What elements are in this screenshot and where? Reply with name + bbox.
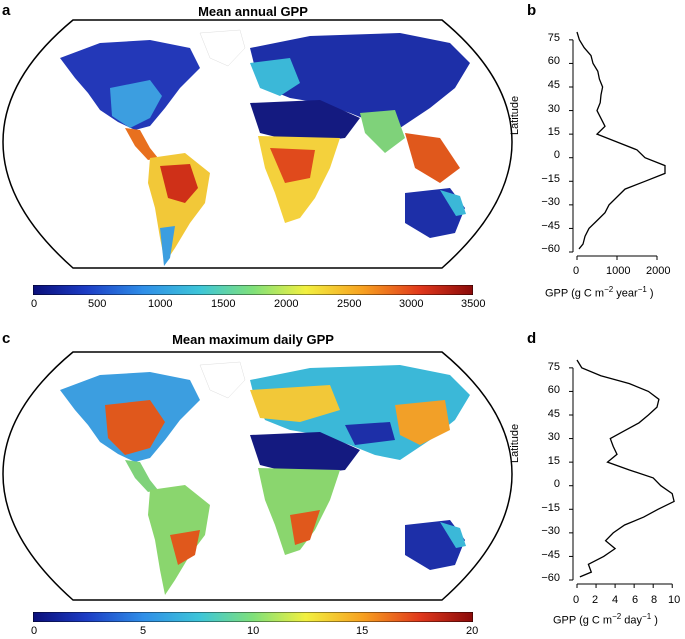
panel-d-ytick: 60 <box>547 384 560 396</box>
europe-c <box>250 385 340 422</box>
panel-d-ytick: 0 <box>553 478 560 490</box>
panel-b-ytick: −60 <box>541 243 560 255</box>
panel-d-ytick: −30 <box>541 525 560 537</box>
panel-d-xlabel: GPP (g C m−2 day−1 ) <box>553 612 658 627</box>
panel-d-xtick: 0 <box>573 594 580 606</box>
panel-b-xtick: 2000 <box>646 265 671 277</box>
australia-coast-a <box>440 190 466 216</box>
panel-b-ytick: −15 <box>541 173 560 185</box>
panel-c-title: Mean maximum daily GPP <box>172 332 334 347</box>
panel-d-series-line <box>576 359 675 578</box>
panel-b-letter: b <box>527 2 537 19</box>
panel-d-xtick: 6 <box>632 594 639 606</box>
panel-a-map <box>2 19 513 269</box>
panel-b-xlabel: GPP (g C m−2 year−1 ) <box>545 285 654 300</box>
amazon-a <box>160 164 198 203</box>
australia-coast-c <box>440 522 466 548</box>
colorbar-a-tick: 2000 <box>274 298 299 310</box>
colorbar-c-tick: 0 <box>31 625 38 637</box>
panel-d-ytick: −15 <box>541 502 560 514</box>
panel-c-map <box>2 351 513 601</box>
panel-b-ytick: 45 <box>547 79 560 91</box>
panel-a-title: Mean annual GPP <box>198 4 308 19</box>
colorbar-a-tick: 1500 <box>211 298 236 310</box>
panel-d-ylabel: Latitude <box>509 423 521 463</box>
panel-d-ytick: −60 <box>541 572 560 584</box>
east-asia-c <box>395 400 450 445</box>
greenland-a <box>199 29 246 67</box>
panel-d-xtick: 10 <box>668 594 681 606</box>
panel-a-letter: a <box>2 2 11 19</box>
south-africa-c <box>290 510 320 545</box>
colorbar-c-tick: 20 <box>466 625 479 637</box>
panel-b-ylabel: Latitude <box>509 95 521 135</box>
panel-b-ytick: 60 <box>547 55 560 67</box>
colorbar-c-tick: 15 <box>356 625 369 637</box>
panel-b-ytick: −30 <box>541 196 560 208</box>
panel-d-letter: d <box>527 330 537 347</box>
panel-b-ytick: −45 <box>541 220 560 232</box>
colorbar-a-tick: 2500 <box>337 298 362 310</box>
colorbar-a-tick: 3500 <box>461 298 486 310</box>
panel-b-series-line <box>576 31 666 250</box>
panel-d-xtick: 2 <box>592 594 599 606</box>
se-asia-a <box>405 133 460 183</box>
panel-d-ytick: 75 <box>547 361 560 373</box>
panel-b-xtick: 1000 <box>606 265 631 277</box>
central-africa-a <box>270 148 315 183</box>
colorbar-a-tick: 500 <box>88 298 107 310</box>
panel-d-xtick: 8 <box>651 594 658 606</box>
central-america-c <box>125 460 158 492</box>
colorbar-c <box>33 612 473 622</box>
panel-d-ytick: 15 <box>547 455 560 467</box>
eurasia-a <box>250 33 470 128</box>
colorbar-a-tick: 1000 <box>148 298 173 310</box>
central-america-a <box>125 128 158 160</box>
greenland-c <box>199 361 246 399</box>
colorbar-c-tick: 10 <box>247 625 260 637</box>
colorbar-a <box>33 285 473 295</box>
panel-b-ytick: 75 <box>547 32 560 44</box>
panel-d-ytick: 30 <box>547 431 560 443</box>
sahara-a <box>250 100 360 143</box>
africa-c <box>258 468 340 555</box>
patagonia-a <box>160 226 175 266</box>
colorbar-a-tick: 0 <box>31 298 38 310</box>
panel-b-chart <box>569 31 666 260</box>
south-asia-a <box>360 110 405 153</box>
tibet-c <box>345 422 395 445</box>
panel-b-ytick: 30 <box>547 103 560 115</box>
panel-b-ytick: 0 <box>553 149 560 161</box>
panel-d-xtick: 4 <box>612 594 619 606</box>
south-america-south-c <box>170 530 200 565</box>
sahara-c <box>250 432 360 475</box>
north-america-east-c <box>105 400 165 455</box>
panel-c-letter: c <box>2 330 11 347</box>
panel-b-xtick: 0 <box>573 265 580 277</box>
panel-d-ytick: 45 <box>547 408 560 420</box>
europe-a <box>250 58 300 96</box>
panel-d-chart <box>569 359 675 588</box>
north-america-east-a <box>110 80 162 128</box>
panel-b-ytick: 15 <box>547 126 560 138</box>
colorbar-a-tick: 3000 <box>399 298 424 310</box>
panel-d-ytick: −45 <box>541 549 560 561</box>
colorbar-c-tick: 5 <box>140 625 147 637</box>
